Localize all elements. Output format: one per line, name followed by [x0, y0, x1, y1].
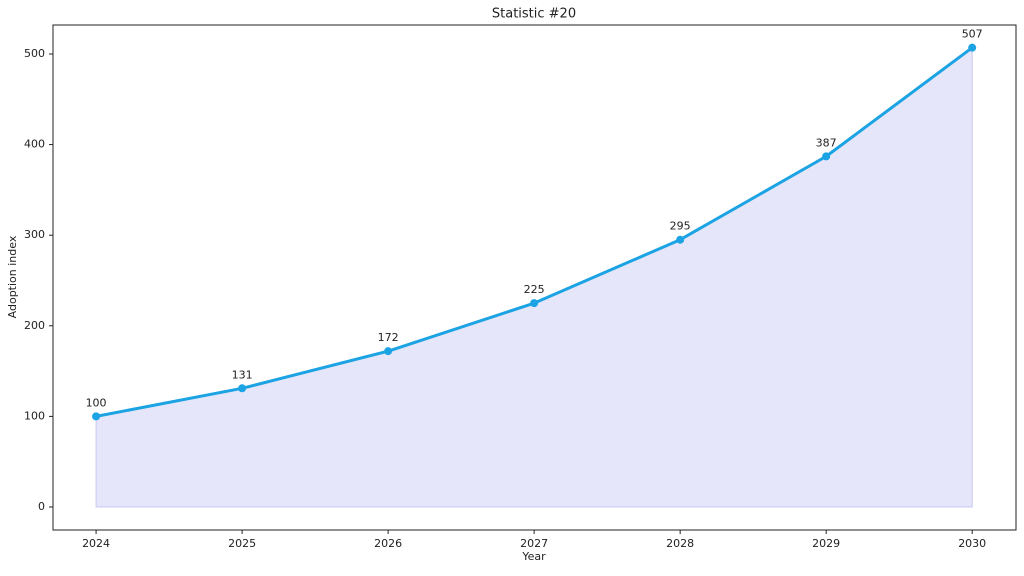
data-label: 131	[232, 368, 253, 381]
data-label: 507	[962, 28, 983, 41]
plot-frame	[52, 24, 1017, 531]
point	[238, 384, 247, 393]
y-tick-label: 100	[24, 409, 45, 422]
point	[530, 299, 539, 308]
point	[92, 412, 101, 421]
data-label: 100	[86, 396, 107, 409]
y-tick-label: 0	[38, 500, 45, 513]
data-label: 387	[816, 136, 837, 149]
point	[676, 235, 685, 244]
point	[822, 152, 831, 161]
data-label: 172	[378, 331, 399, 344]
data-label: 295	[670, 220, 691, 233]
y-tick-label: 200	[24, 319, 45, 332]
y-tick-label: 300	[24, 228, 45, 241]
data-label: 225	[524, 283, 545, 296]
x-tick-label: 2027	[520, 537, 548, 550]
chart-title: Statistic #20	[492, 7, 576, 22]
point	[384, 347, 393, 356]
x-tick-label: 2024	[82, 537, 110, 550]
y-tick-label: 500	[24, 47, 45, 60]
x-tick-label: 2026	[374, 537, 402, 550]
x-axis-label: Year	[521, 550, 546, 563]
point	[968, 43, 977, 52]
x-tick-label: 2025	[228, 537, 256, 550]
y-tick-label: 400	[24, 138, 45, 151]
x-tick-label: 2030	[958, 537, 986, 550]
y-axis-label: Adoption index	[6, 235, 19, 318]
x-tick-label: 2028	[666, 537, 694, 550]
x-tick-label: 2029	[812, 537, 840, 550]
